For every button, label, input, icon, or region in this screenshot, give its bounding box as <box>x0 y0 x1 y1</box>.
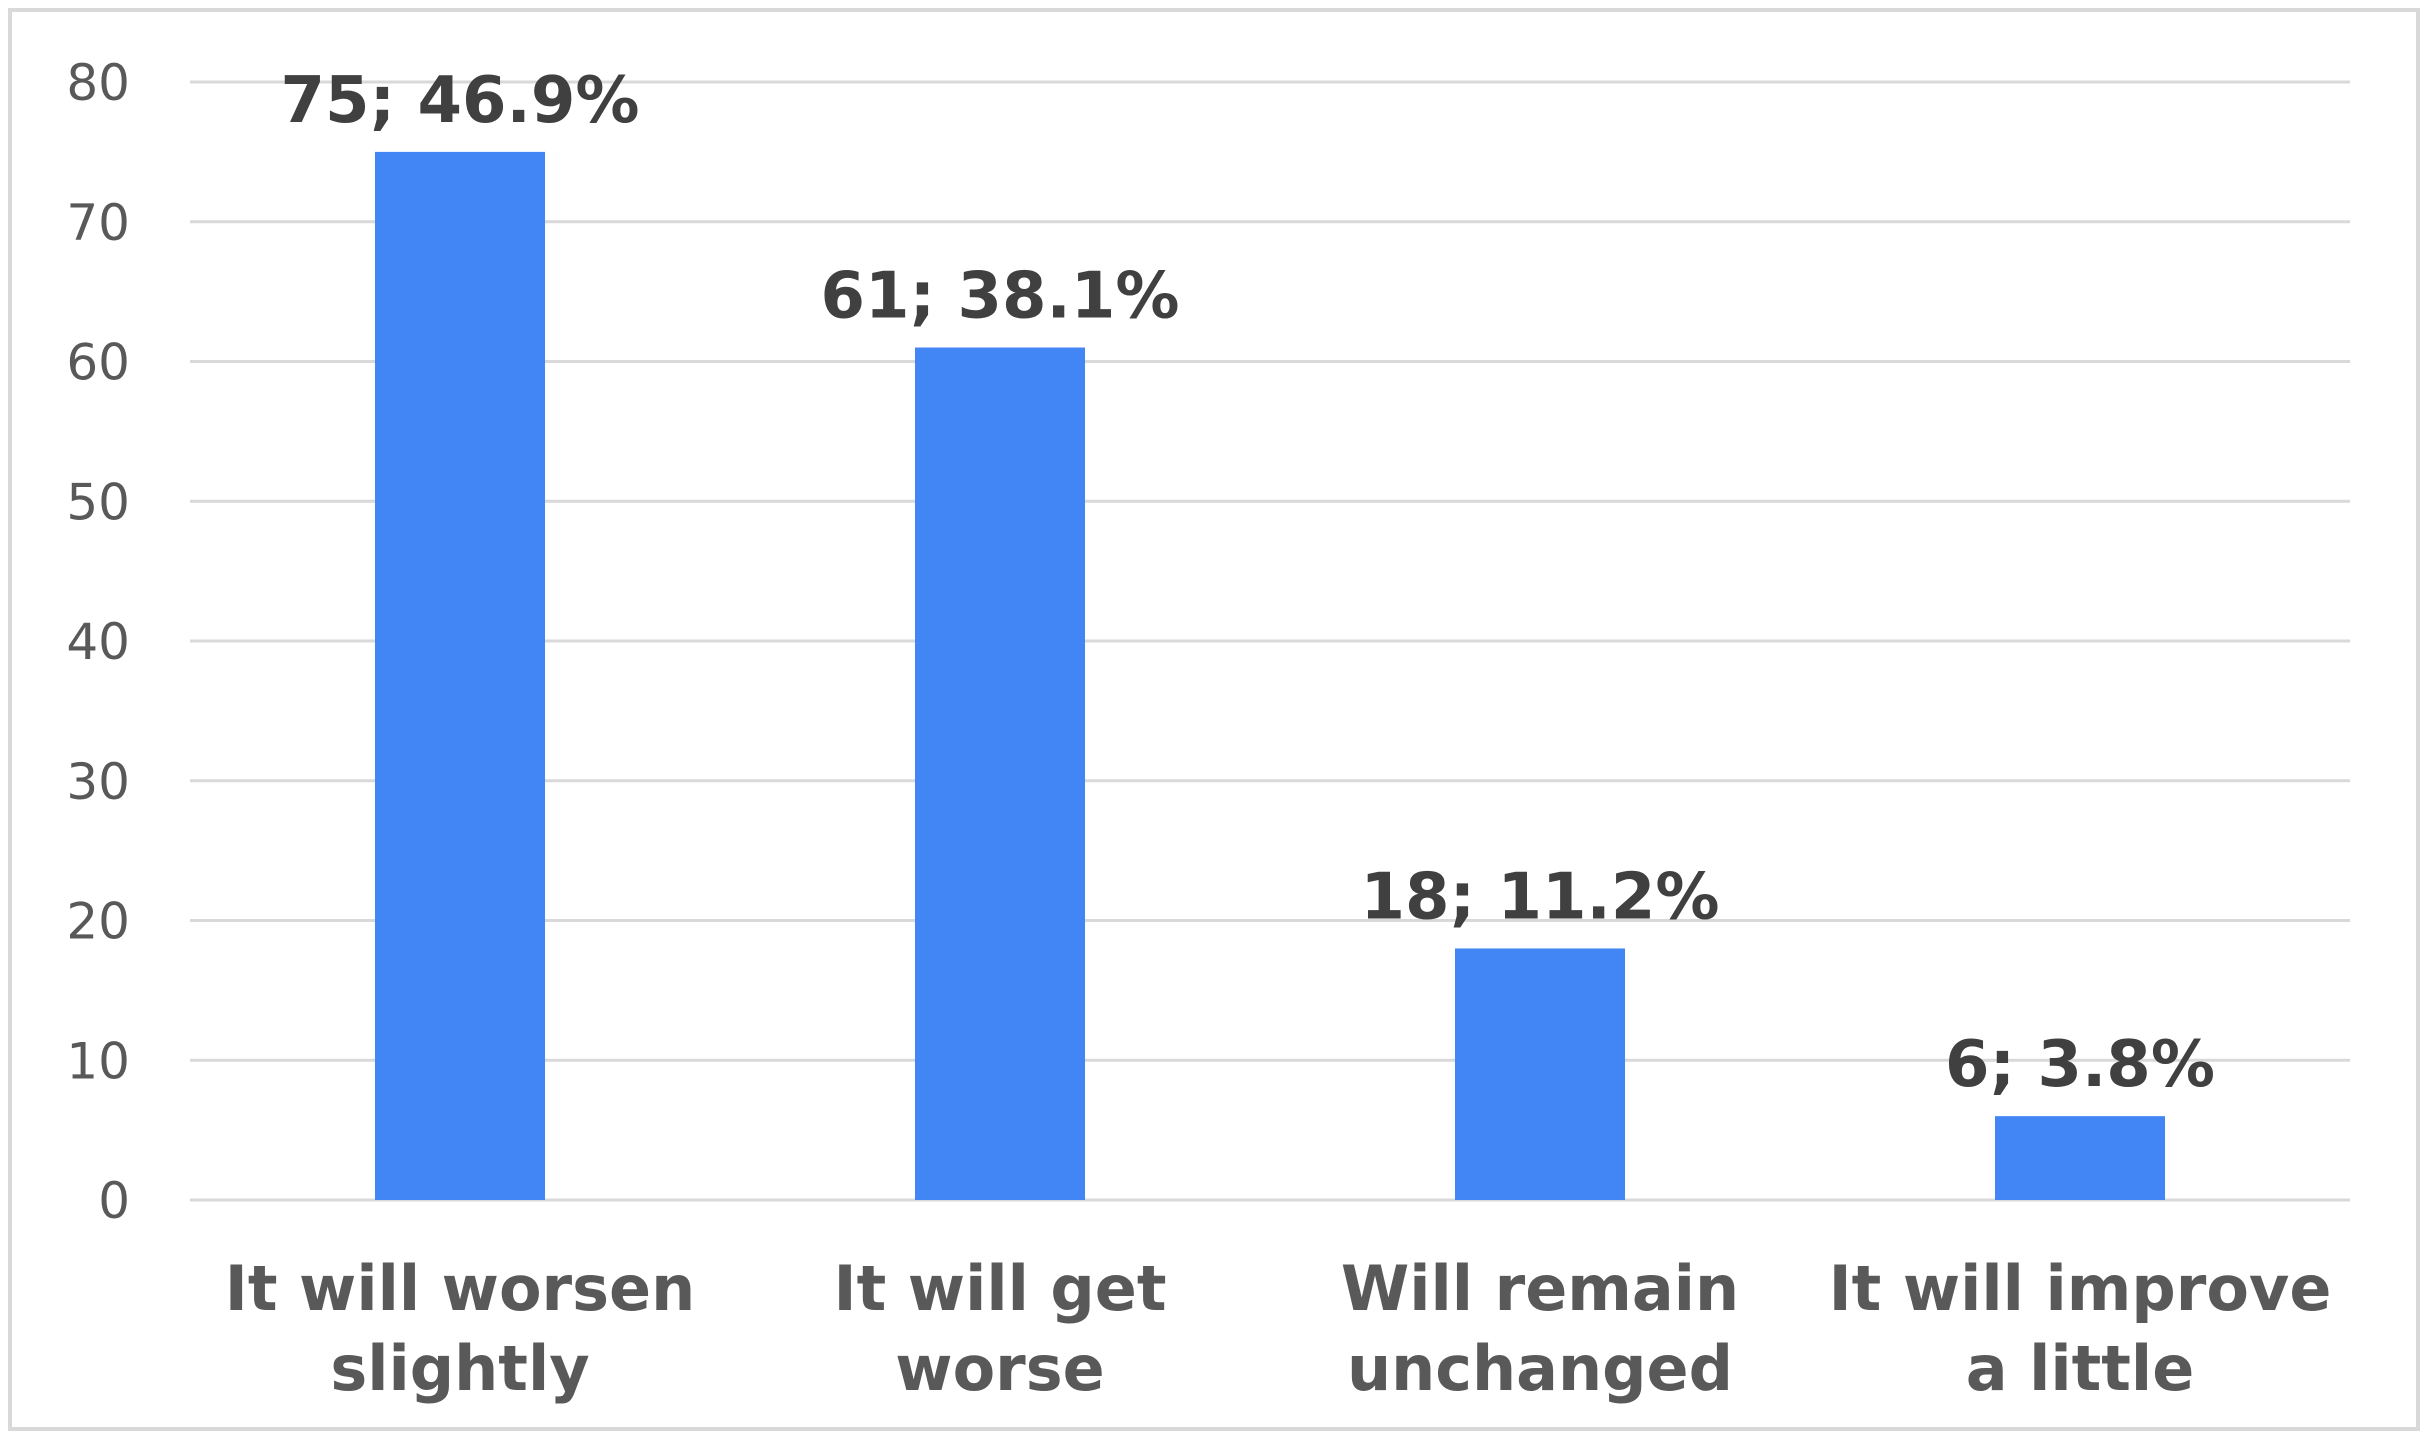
bar <box>915 347 1085 1200</box>
y-tick-label: 70 <box>66 194 130 252</box>
y-tick-label: 10 <box>66 1032 130 1090</box>
gridlines <box>190 80 2350 1202</box>
bar <box>1995 1116 2165 1200</box>
data-label: 6; 3.8% <box>1945 1028 2215 1102</box>
category-label: a little <box>1966 1332 2195 1405</box>
data-label: 61; 38.1% <box>821 260 1180 334</box>
y-tick-label: 0 <box>98 1172 130 1230</box>
y-tick-label: 50 <box>66 473 130 531</box>
bars <box>375 151 2165 1200</box>
bar <box>375 151 545 1200</box>
category-label: worse <box>895 1332 1104 1405</box>
y-tick-label: 20 <box>66 893 130 951</box>
category-label: It will improve <box>1829 1252 2332 1325</box>
category-label: unchanged <box>1347 1332 1733 1405</box>
category-label: It will worsen <box>225 1252 695 1325</box>
data-label: 75; 46.9% <box>281 64 640 138</box>
y-tick-label: 60 <box>66 334 130 392</box>
y-tick-label: 80 <box>66 54 130 112</box>
bar <box>1455 948 1625 1200</box>
data-label: 18; 11.2% <box>1361 860 1720 934</box>
y-tick-label: 40 <box>66 613 130 671</box>
category-label: It will get <box>834 1252 1167 1325</box>
data-labels: 75; 46.9% 61; 38.1% 18; 11.2% 6; 3.8% <box>281 64 2215 1102</box>
category-label: Will remain <box>1341 1252 1739 1325</box>
category-label: slightly <box>330 1332 589 1405</box>
y-axis-ticks: 0 10 20 30 40 50 60 70 80 <box>66 54 130 1230</box>
y-tick-label: 30 <box>66 753 130 811</box>
